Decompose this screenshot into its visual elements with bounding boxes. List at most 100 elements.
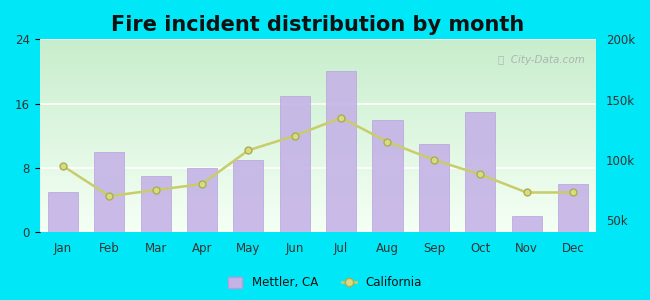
Bar bbox=[40, 188, 596, 189]
Bar bbox=[233, 160, 263, 232]
Bar bbox=[40, 208, 596, 209]
Bar bbox=[40, 180, 596, 181]
Bar bbox=[40, 199, 596, 200]
Bar bbox=[40, 102, 596, 103]
Bar bbox=[419, 144, 449, 232]
Bar bbox=[40, 58, 596, 60]
Bar bbox=[326, 71, 356, 232]
Bar bbox=[40, 170, 596, 172]
Bar bbox=[40, 52, 596, 53]
Bar bbox=[40, 151, 596, 152]
Bar bbox=[40, 79, 596, 80]
Bar bbox=[40, 95, 596, 96]
Bar bbox=[40, 210, 596, 211]
Bar bbox=[40, 40, 596, 41]
Bar bbox=[40, 107, 596, 108]
Bar bbox=[40, 64, 596, 65]
Bar bbox=[40, 96, 596, 97]
Bar bbox=[40, 89, 596, 91]
Bar bbox=[40, 81, 596, 82]
Bar bbox=[40, 134, 596, 135]
Bar bbox=[40, 169, 596, 170]
Bar bbox=[40, 192, 596, 193]
Bar bbox=[40, 135, 596, 136]
Bar bbox=[40, 189, 596, 190]
Bar bbox=[40, 143, 596, 145]
Bar bbox=[40, 101, 596, 102]
Bar bbox=[40, 85, 596, 86]
Bar bbox=[40, 62, 596, 64]
Bar bbox=[40, 157, 596, 158]
Bar bbox=[40, 160, 596, 161]
Bar bbox=[40, 172, 596, 173]
Bar bbox=[40, 200, 596, 201]
Bar bbox=[40, 214, 596, 215]
Bar bbox=[40, 185, 596, 186]
Bar bbox=[40, 209, 596, 210]
Bar bbox=[40, 112, 596, 113]
Bar bbox=[40, 195, 596, 196]
Bar bbox=[40, 46, 596, 47]
Bar bbox=[40, 72, 596, 73]
Bar bbox=[40, 147, 596, 148]
Bar bbox=[40, 213, 596, 214]
Legend: Mettler, CA, California: Mettler, CA, California bbox=[224, 272, 426, 294]
Bar bbox=[40, 178, 596, 179]
Bar bbox=[40, 115, 596, 116]
Bar bbox=[40, 138, 596, 139]
Bar bbox=[280, 96, 310, 232]
Bar bbox=[40, 183, 596, 184]
Bar bbox=[40, 212, 596, 213]
Bar bbox=[40, 148, 596, 149]
Bar bbox=[40, 186, 596, 187]
Bar bbox=[40, 116, 596, 118]
Bar bbox=[40, 202, 596, 203]
Bar bbox=[40, 181, 596, 182]
Bar bbox=[94, 152, 124, 232]
Bar bbox=[40, 98, 596, 99]
Bar bbox=[40, 206, 596, 207]
Bar bbox=[40, 100, 596, 101]
Bar bbox=[40, 119, 596, 120]
Bar bbox=[40, 118, 596, 119]
Bar bbox=[40, 182, 596, 183]
Bar bbox=[40, 130, 596, 131]
Bar bbox=[40, 164, 596, 165]
Bar bbox=[40, 47, 596, 48]
Bar bbox=[40, 108, 596, 109]
Bar bbox=[40, 76, 596, 77]
Bar bbox=[40, 146, 596, 147]
Bar bbox=[40, 217, 596, 218]
Bar bbox=[40, 45, 596, 46]
Bar bbox=[40, 187, 596, 188]
Bar bbox=[40, 122, 596, 123]
Bar bbox=[40, 220, 596, 221]
Bar bbox=[40, 194, 596, 195]
Bar bbox=[40, 132, 596, 133]
Bar bbox=[40, 82, 596, 83]
Bar bbox=[40, 123, 596, 124]
Bar bbox=[40, 124, 596, 125]
Bar bbox=[40, 121, 596, 122]
Bar bbox=[40, 129, 596, 130]
Bar bbox=[40, 68, 596, 69]
Bar bbox=[40, 176, 596, 177]
Bar bbox=[40, 114, 596, 115]
Bar bbox=[40, 216, 596, 217]
Bar bbox=[40, 71, 596, 72]
Bar bbox=[40, 193, 596, 194]
Bar bbox=[40, 78, 596, 79]
Bar bbox=[40, 92, 596, 93]
Bar bbox=[40, 109, 596, 110]
Bar bbox=[40, 54, 596, 55]
Bar bbox=[40, 106, 596, 107]
Bar bbox=[465, 112, 495, 232]
Bar bbox=[40, 225, 596, 226]
Bar bbox=[40, 156, 596, 157]
Bar bbox=[40, 105, 596, 106]
Bar bbox=[40, 66, 596, 67]
Bar bbox=[40, 43, 596, 44]
Bar bbox=[40, 80, 596, 81]
Bar bbox=[40, 191, 596, 192]
Bar bbox=[40, 162, 596, 163]
